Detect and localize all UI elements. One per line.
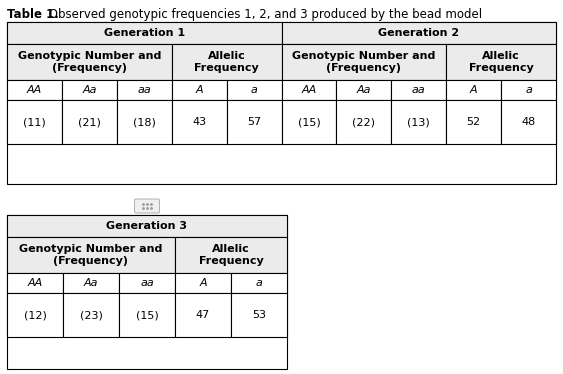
Bar: [446, 44, 556, 80]
Text: a: a: [251, 85, 257, 95]
Bar: [282, 100, 337, 144]
Text: Allelic
Frequency: Allelic Frequency: [194, 51, 259, 73]
Text: A: A: [199, 278, 207, 288]
Bar: [175, 293, 231, 337]
Text: Generation 2: Generation 2: [378, 28, 459, 38]
Text: 47: 47: [196, 310, 210, 320]
Bar: [337, 100, 391, 144]
Text: aa: aa: [412, 85, 426, 95]
Text: a: a: [256, 278, 262, 288]
Text: Genotypic Number and
(Frequency): Genotypic Number and (Frequency): [17, 51, 161, 73]
Text: (22): (22): [352, 117, 376, 127]
Bar: [7, 215, 287, 237]
Text: aa: aa: [140, 278, 154, 288]
Bar: [7, 293, 63, 337]
Bar: [501, 100, 556, 144]
Bar: [7, 273, 63, 293]
Text: aa: aa: [137, 85, 151, 95]
Bar: [231, 293, 287, 337]
Bar: [7, 100, 62, 144]
Text: (18): (18): [133, 117, 156, 127]
Bar: [226, 100, 282, 144]
Bar: [117, 80, 172, 100]
Text: 43: 43: [192, 117, 206, 127]
Text: (12): (12): [24, 310, 46, 320]
Text: (15): (15): [298, 117, 320, 127]
Bar: [337, 80, 391, 100]
Bar: [172, 80, 226, 100]
FancyBboxPatch shape: [135, 199, 159, 213]
Text: Generation 3: Generation 3: [106, 221, 187, 231]
Text: AA: AA: [27, 85, 42, 95]
Bar: [7, 215, 287, 369]
Text: Aa: Aa: [82, 85, 97, 95]
Text: Observed genotypic frequencies 1, 2, and 3 produced by the bead model: Observed genotypic frequencies 1, 2, and…: [45, 8, 482, 21]
Bar: [226, 80, 282, 100]
Bar: [62, 100, 117, 144]
Text: 48: 48: [521, 117, 535, 127]
Bar: [63, 293, 119, 337]
Text: Generation 1: Generation 1: [104, 28, 185, 38]
Text: (15): (15): [136, 310, 158, 320]
Bar: [446, 80, 501, 100]
Bar: [501, 80, 556, 100]
Bar: [7, 44, 172, 80]
Bar: [282, 22, 556, 44]
Text: Aa: Aa: [84, 278, 99, 288]
Bar: [7, 22, 556, 184]
Text: (21): (21): [78, 117, 101, 127]
Text: 57: 57: [247, 117, 261, 127]
Bar: [7, 22, 282, 44]
Bar: [391, 100, 446, 144]
Bar: [117, 100, 172, 144]
Bar: [7, 80, 62, 100]
Text: 52: 52: [467, 117, 481, 127]
Bar: [172, 100, 226, 144]
Bar: [119, 273, 175, 293]
Text: A: A: [470, 85, 477, 95]
Text: Genotypic Number and
(Frequency): Genotypic Number and (Frequency): [292, 51, 436, 73]
Bar: [282, 44, 446, 80]
Text: Aa: Aa: [356, 85, 371, 95]
Text: AA: AA: [301, 85, 316, 95]
Text: a: a: [525, 85, 532, 95]
Bar: [175, 273, 231, 293]
Text: AA: AA: [28, 278, 43, 288]
Text: Allelic
Frequency: Allelic Frequency: [199, 244, 263, 266]
Bar: [62, 80, 117, 100]
Bar: [231, 273, 287, 293]
Text: (13): (13): [408, 117, 430, 127]
Bar: [172, 44, 282, 80]
Bar: [282, 80, 337, 100]
Bar: [63, 273, 119, 293]
Text: Genotypic Number and
(Frequency): Genotypic Number and (Frequency): [19, 244, 163, 266]
Bar: [391, 80, 446, 100]
Text: A: A: [195, 85, 203, 95]
Bar: [7, 237, 175, 273]
Text: (23): (23): [79, 310, 102, 320]
Text: (11): (11): [23, 117, 46, 127]
Text: 53: 53: [252, 310, 266, 320]
Bar: [175, 237, 287, 273]
Text: Allelic
Frequency: Allelic Frequency: [469, 51, 534, 73]
Bar: [119, 293, 175, 337]
Bar: [446, 100, 501, 144]
Text: Table 1.: Table 1.: [7, 8, 59, 21]
